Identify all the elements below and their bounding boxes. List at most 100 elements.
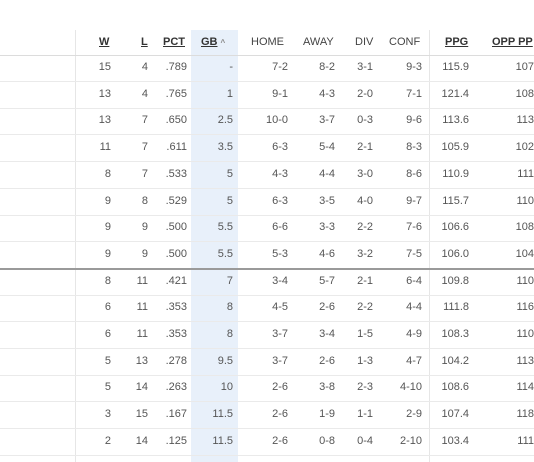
cell-gb: - [229, 61, 233, 73]
column-header-w[interactable]: W [99, 36, 110, 48]
column-header-conf[interactable]: CONF [389, 36, 421, 48]
table-row[interactable]: 13 4 .765 1 9-1 4-3 2-0 7-1 121.4 108 [0, 82, 534, 109]
cell-pct: .611 [166, 141, 187, 154]
cell-w: 5 [104, 354, 111, 367]
cell-ppg: 111.8 [443, 301, 469, 314]
cell-home: 4-3 [272, 167, 288, 180]
cell-gb: 5 [226, 167, 233, 180]
cell-gb: 5.5 [217, 221, 233, 234]
table-row[interactable]: 9 8 .529 5 6-3 3-5 4-0 9-7 115.7 110 [0, 189, 534, 216]
cell-div: 0-3 [357, 114, 373, 127]
cell-home: 3-4 [272, 274, 288, 287]
cell-pct: .353 [165, 328, 187, 340]
table-row[interactable]: 15 4 .789 - 7-2 8-2 3-1 9-3 115.9 107 [0, 55, 534, 82]
table-row[interactable]: 9 9 .500 5.5 6-6 3-3 2-2 7-6 106.6 108 [0, 215, 534, 243]
cell-pct: .421 [165, 274, 187, 287]
column-header-ppg[interactable]: PPG [445, 36, 469, 48]
cell-l: 11 [136, 328, 148, 340]
cell-home: 10-0 [265, 114, 288, 127]
column-header-opp-ppg[interactable]: OPP PP [492, 36, 533, 48]
cell-l: 8 [141, 194, 148, 207]
cell-w: 15 [98, 61, 111, 73]
cell-gb: 11.5 [212, 434, 233, 447]
cell-w: 13 [98, 114, 111, 127]
cell-away: 3-7 [319, 114, 335, 127]
cell-l: 9 [141, 221, 148, 234]
cell-gb: 10 [220, 381, 233, 394]
cell-div: 3-2 [357, 247, 373, 260]
cell-ppg: 121.4 [441, 87, 469, 100]
table-row[interactable]: 6 11 .353 8 4-5 2-6 2-2 4-4 111.8 116 [0, 295, 534, 323]
cell-pct: .500 [165, 247, 187, 260]
cell-away: 0-8 [319, 434, 335, 447]
cell-conf: 7-1 [406, 87, 422, 100]
cell-ppg: 109.8 [441, 274, 469, 287]
cell-gb: 8 [226, 328, 233, 340]
column-header-pct[interactable]: PCT [163, 36, 185, 48]
cell-gb: 11.5 [212, 408, 233, 421]
table-row[interactable]: 8 7 .533 5 4-3 4-4 3-0 8-6 110.9 111 [0, 162, 534, 189]
cell-home: 3-7 [272, 354, 288, 367]
cell-ppg: 106.6 [441, 221, 469, 234]
cell-away: 4-6 [319, 247, 335, 260]
cell-ppg: 106.0 [441, 247, 469, 260]
table-row[interactable]: 5 13 .278 9.5 3-7 2-6 1-3 4-7 104.2 113 [0, 349, 534, 376]
table-row[interactable]: 9 9 .500 5.5 5-3 4-6 3-2 7-5 106.0 104 [0, 242, 534, 270]
column-header-l[interactable]: L [141, 36, 148, 48]
table-row[interactable]: 8 11 .421 7 3-4 5-7 2-1 6-4 109.8 110 [0, 269, 534, 296]
table-row[interactable]: 3 15 .167 11.5 2-6 1-9 1-1 2-9 107.4 118 [0, 402, 534, 430]
cell-conf: 9-6 [406, 114, 422, 127]
table-row[interactable]: 6 11 .353 8 3-7 3-4 1-5 4-9 108.3 110 [0, 322, 534, 349]
cell-w: 8 [104, 274, 111, 287]
cell-ppg: 115.7 [442, 194, 469, 207]
cell-home: 2-6 [272, 434, 288, 447]
table-row[interactable]: 5 14 .263 10 2-6 3-8 2-3 4-10 108.6 114 [0, 375, 534, 403]
cell-gb: 5 [226, 194, 233, 207]
cell-ppg: 108.3 [441, 328, 469, 340]
column-header-div[interactable]: DIV [355, 36, 374, 48]
cell-home: 6-3 [272, 141, 288, 154]
cell-home: 6-3 [272, 194, 288, 207]
cell-l: 7 [141, 167, 148, 180]
cell-w: 2 [104, 434, 111, 447]
cell-conf: 4-9 [406, 328, 422, 340]
cell-pct: .533 [165, 167, 187, 180]
cell-conf: 4-4 [406, 301, 422, 314]
cell-conf: 7-6 [406, 221, 422, 234]
cell-ppg: 107.4 [441, 408, 469, 421]
cell-opp_ppg: 114 [516, 381, 534, 394]
cell-opp_ppg: 104 [515, 247, 534, 260]
cell-w: 13 [98, 87, 111, 100]
cell-w: 3 [104, 408, 111, 421]
cell-conf: 8-3 [406, 141, 422, 154]
column-header-away[interactable]: AWAY [303, 36, 334, 48]
cell-opp_ppg: 113 [516, 354, 534, 367]
cell-gb: 5.5 [217, 247, 233, 260]
column-header-gb[interactable]: GB ^ [201, 36, 225, 48]
cell-away: 4-3 [319, 87, 335, 100]
cell-away: 8-2 [319, 61, 335, 73]
cell-conf: 4-7 [406, 354, 422, 367]
cell-gb: 8 [226, 301, 233, 314]
gb-label: GB [201, 36, 218, 48]
cell-conf: 7-5 [406, 247, 422, 260]
cell-div: 2-3 [357, 381, 373, 394]
cell-l: 9 [141, 247, 148, 260]
cell-ppg: 113.6 [442, 114, 469, 127]
cell-pct: .789 [165, 61, 187, 73]
table-row[interactable]: 13 7 .650 2.5 10-0 3-7 0-3 9-6 113.6 113 [0, 108, 534, 136]
table-row[interactable]: 2 14 .125 11.5 2-6 0-8 0-4 2-10 103.4 111 [0, 429, 534, 456]
cell-w: 5 [104, 381, 111, 394]
column-header-home[interactable]: HOME [251, 36, 284, 48]
cell-opp_ppg: 110 [516, 328, 534, 340]
cell-w: 9 [104, 247, 111, 260]
cell-home: 4-5 [272, 301, 288, 314]
cell-opp_ppg: 108 [515, 87, 534, 100]
cell-l: 11 [136, 274, 148, 287]
cell-w: 6 [104, 328, 111, 340]
cell-home: 2-6 [272, 408, 288, 421]
table-row[interactable]: 11 7 .611 3.5 6-3 5-4 2-1 8-3 105.9 102 [0, 135, 534, 163]
cell-div: 1-5 [357, 328, 373, 340]
cell-l: 14 [135, 381, 148, 394]
cell-home: 7-2 [272, 61, 288, 73]
